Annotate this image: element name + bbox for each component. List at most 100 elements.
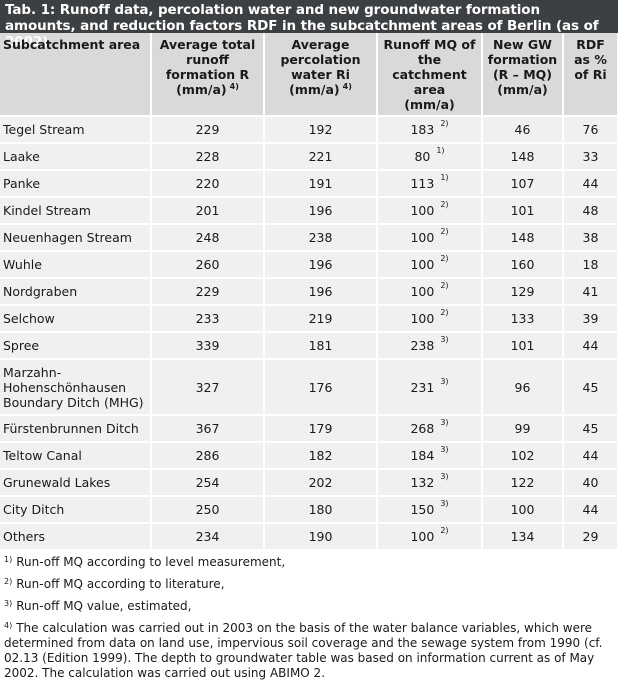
cell-rdf: 44: [563, 442, 618, 470]
cell-subcatchment-name: Fürstenbrunnen Ditch: [0, 415, 152, 443]
footnote-ref: 3): [440, 499, 449, 508]
header-runoff-mq: Runoff MQ of the catchment area (mm/a): [377, 33, 483, 117]
cell-subcatchment-name: Wuhle: [0, 251, 152, 279]
cell-total-runoff: 220: [151, 170, 265, 198]
cell-total-runoff: 286: [151, 442, 265, 470]
table-row: Marzahn-Hohenschönhausen Boundary Ditch …: [0, 359, 618, 416]
cell-rdf: 44: [563, 496, 618, 524]
cell-rdf: 40: [563, 469, 618, 497]
footnote-ref: 2): [440, 119, 449, 128]
cell-new-gw-formation: 148: [482, 224, 564, 252]
cell-percolation-water: 238: [264, 224, 378, 252]
cell-subcatchment-name: Nordgraben: [0, 278, 152, 306]
footnote-mark: 3): [4, 599, 13, 608]
cell-subcatchment-name: Selchow: [0, 305, 152, 333]
cell-total-runoff: 367: [151, 415, 265, 443]
footnote-ref: 3): [440, 418, 449, 427]
cell-subcatchment-name: Teltow Canal: [0, 442, 152, 470]
cell-percolation-water: 221: [264, 143, 378, 171]
cell-subcatchment-name: Grunewald Lakes: [0, 469, 152, 497]
cell-rdf: 44: [563, 332, 618, 360]
footnote: 3) Run-off MQ value, estimated,: [4, 599, 614, 614]
cell-new-gw-formation: 133: [482, 305, 564, 333]
footnote-ref: 2): [440, 526, 449, 535]
footnote: 1) Run-off MQ according to level measurem…: [4, 555, 614, 570]
header-new-gw-formation: New GW formation (R – MQ) (mm/a): [482, 33, 564, 117]
table-row: Laake 228 221 80 1) 148 33: [0, 143, 618, 171]
table-body: Tegel Stream 229 192 183 2) 46 76 Laake 228 221 80…: [0, 116, 618, 551]
cell-runoff-mq: 113 1): [377, 170, 483, 198]
cell-new-gw-formation: 46: [482, 116, 564, 144]
table-row: Wuhle 260 196 100 2) 160 18: [0, 251, 618, 279]
cell-new-gw-formation: 99: [482, 415, 564, 443]
cell-runoff-mq: 231 3): [377, 359, 483, 416]
cell-rdf: 48: [563, 197, 618, 225]
cell-percolation-water: 181: [264, 332, 378, 360]
cell-new-gw-formation: 129: [482, 278, 564, 306]
cell-subcatchment-name: City Ditch: [0, 496, 152, 524]
cell-runoff-mq: 100 2): [377, 251, 483, 279]
cell-rdf: 29: [563, 523, 618, 551]
table-row: Teltow Canal 286 182 184 3) 102 44: [0, 442, 618, 470]
cell-total-runoff: 260: [151, 251, 265, 279]
cell-total-runoff: 229: [151, 278, 265, 306]
cell-percolation-water: 219: [264, 305, 378, 333]
footnotes: 1) Run-off MQ according to level measurem…: [0, 551, 618, 681]
header-total-runoff: Average total runoff formation R (mm/a) 4…: [151, 33, 265, 117]
cell-total-runoff: 201: [151, 197, 265, 225]
cell-total-runoff: 233: [151, 305, 265, 333]
cell-new-gw-formation: 134: [482, 523, 564, 551]
footnote-mark: 4): [4, 621, 13, 630]
cell-subcatchment-name: Neuenhagen Stream: [0, 224, 152, 252]
cell-percolation-water: 196: [264, 251, 378, 279]
table-row: Spree 339 181 238 3) 101 44: [0, 332, 618, 360]
footnote-text: Run-off MQ according to level measuremen…: [16, 555, 286, 569]
cell-new-gw-formation: 102: [482, 442, 564, 470]
cell-runoff-mq: 100 2): [377, 224, 483, 252]
cell-runoff-mq: 100 2): [377, 305, 483, 333]
footnote-ref: 2): [440, 281, 449, 290]
cell-percolation-water: 202: [264, 469, 378, 497]
footnote-ref: 2): [440, 227, 449, 236]
cell-rdf: 45: [563, 415, 618, 443]
cell-runoff-mq: 238 3): [377, 332, 483, 360]
cell-percolation-water: 196: [264, 278, 378, 306]
footnote-text: The calculation was carried out in 2003 …: [4, 621, 603, 680]
cell-new-gw-formation: 96: [482, 359, 564, 416]
footnote-ref: 3): [440, 335, 449, 344]
cell-percolation-water: 176: [264, 359, 378, 416]
cell-subcatchment-name: Laake: [0, 143, 152, 171]
cell-rdf: 38: [563, 224, 618, 252]
table-row: Selchow 233 219 100 2) 133 39: [0, 305, 618, 333]
footnote: 2) Run-off MQ according to literature,: [4, 577, 614, 592]
cell-runoff-mq: 183 2): [377, 116, 483, 144]
cell-percolation-water: 182: [264, 442, 378, 470]
header-rdf: RDF as % of Ri: [563, 33, 618, 117]
table-row: City Ditch 250 180 150 3) 100 44: [0, 496, 618, 524]
cell-percolation-water: 196: [264, 197, 378, 225]
table-row: Fürstenbrunnen Ditch 367 179 268 3) 99 45: [0, 415, 618, 443]
cell-runoff-mq: 150 3): [377, 496, 483, 524]
table-row: Others 234 190 100 2) 134 29: [0, 523, 618, 551]
table-row: Neuenhagen Stream 248 238 100 2) 148 38: [0, 224, 618, 252]
table-row: Tegel Stream 229 192 183 2) 46 76: [0, 116, 618, 144]
cell-rdf: 41: [563, 278, 618, 306]
footnote-ref: 3): [440, 376, 449, 386]
cell-new-gw-formation: 101: [482, 197, 564, 225]
cell-percolation-water: 180: [264, 496, 378, 524]
footnote-ref: 3): [440, 445, 449, 454]
cell-percolation-water: 190: [264, 523, 378, 551]
table-header: Subcatchment area Average total runoff f…: [0, 33, 618, 117]
table-row: Panke 220 191 113 1) 107 44: [0, 170, 618, 198]
cell-total-runoff: 248: [151, 224, 265, 252]
footnote-ref: 2): [440, 308, 449, 317]
cell-runoff-mq: 100 2): [377, 197, 483, 225]
cell-runoff-mq: 100 2): [377, 523, 483, 551]
cell-total-runoff: 234: [151, 523, 265, 551]
cell-subcatchment-name: Spree: [0, 332, 152, 360]
cell-new-gw-formation: 101: [482, 332, 564, 360]
cell-total-runoff: 229: [151, 116, 265, 144]
footnote-text: Run-off MQ according to literature,: [16, 577, 225, 591]
cell-new-gw-formation: 122: [482, 469, 564, 497]
cell-rdf: 44: [563, 170, 618, 198]
